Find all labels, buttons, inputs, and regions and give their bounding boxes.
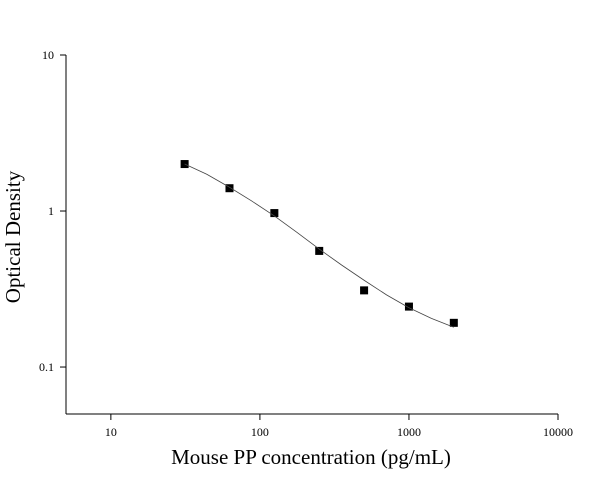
x-tick-label: 10000: [543, 425, 573, 439]
fit-curve: [184, 163, 454, 328]
y-tick-label: 1: [48, 204, 54, 218]
data-point: [315, 246, 324, 255]
y-tick-label: 0.1: [39, 360, 54, 374]
data-point: [270, 209, 279, 218]
x-tick-label: 1000: [397, 425, 421, 439]
data-point: [225, 184, 234, 193]
data-point: [404, 302, 413, 311]
data-point: [449, 318, 458, 327]
x-tick-label: 10: [105, 425, 117, 439]
y-tick-label: 10: [42, 48, 54, 62]
data-point: [360, 286, 369, 295]
x-axis-label: Mouse PP concentration (pg/mL): [171, 445, 451, 469]
x-tick-label: 100: [251, 425, 269, 439]
y-axis-label: Optical Density: [1, 170, 25, 303]
